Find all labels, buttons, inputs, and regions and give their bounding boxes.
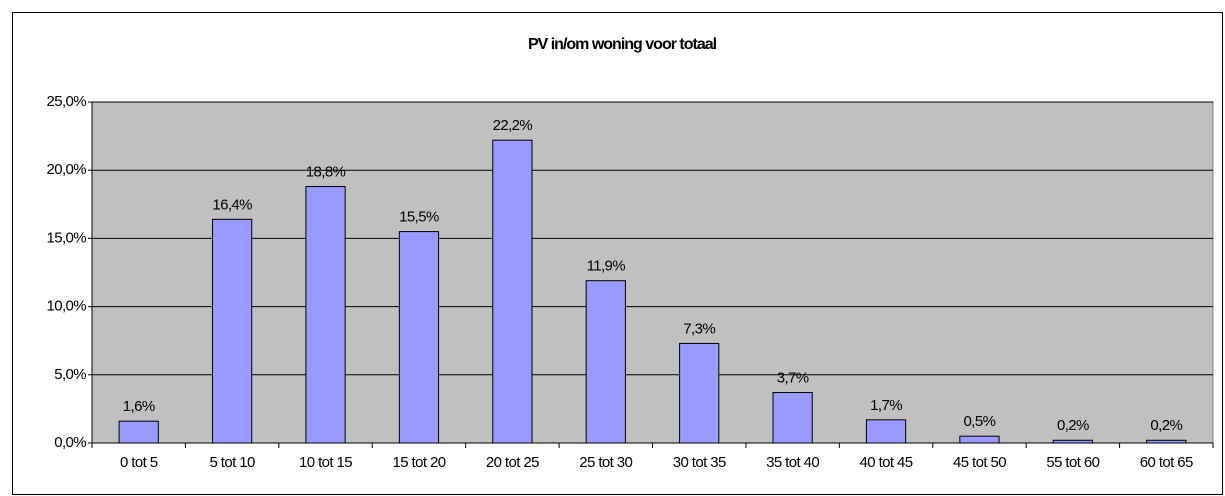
bar [398,231,440,444]
y-tick-label: 5,0% [54,366,86,383]
chart-title: PV in/om woning voor totaal [528,36,717,53]
x-tick-label: 15 tot 20 [392,454,445,471]
bar [959,435,1000,444]
plot-area [91,101,1214,444]
data-label: 0,2% [1150,417,1182,434]
data-label: 3,7% [777,370,809,387]
bar [772,392,813,444]
x-tick-label: 20 tot 25 [486,454,539,471]
x-tick-label: 40 tot 45 [860,454,913,471]
bar [679,342,720,444]
bar [492,139,533,444]
y-tick-label: 25,0% [46,93,86,110]
data-label: 1,7% [870,397,902,414]
y-tick-label: 10,0% [46,298,86,315]
x-tick-label: 35 tot 40 [766,454,819,471]
bar [1052,439,1093,444]
data-label: 11,9% [587,258,626,275]
y-tick-label: 0,0% [54,434,86,451]
x-tick-label: 55 tot 60 [1046,454,1099,471]
data-label: 15,5% [399,209,439,226]
y-tick-label: 15,0% [46,229,86,246]
data-label: 7,3% [683,320,715,337]
x-tick-label: 0 tot 5 [120,454,158,471]
bar [585,280,626,444]
bar [212,218,253,444]
data-label: 0,5% [964,413,996,430]
x-tick-label: 10 tot 15 [299,454,352,471]
x-tick-label: 25 tot 30 [579,454,632,471]
bar [1146,439,1187,444]
data-label: 22,2% [493,117,533,134]
x-tick-label: 60 tot 65 [1140,454,1193,471]
bar [865,419,907,444]
data-label: 1,6% [123,398,155,415]
x-tick-label: 45 tot 50 [953,454,1006,471]
y-tick-label: 20,0% [46,161,86,178]
data-label: 16,4% [212,196,252,213]
x-tick-label: 30 tot 35 [673,454,726,471]
bar [118,420,159,444]
data-label: 0,2% [1057,417,1089,434]
x-tick-label: 5 tot 10 [210,454,255,471]
data-label: 18,8% [306,164,346,181]
bar [305,186,346,444]
